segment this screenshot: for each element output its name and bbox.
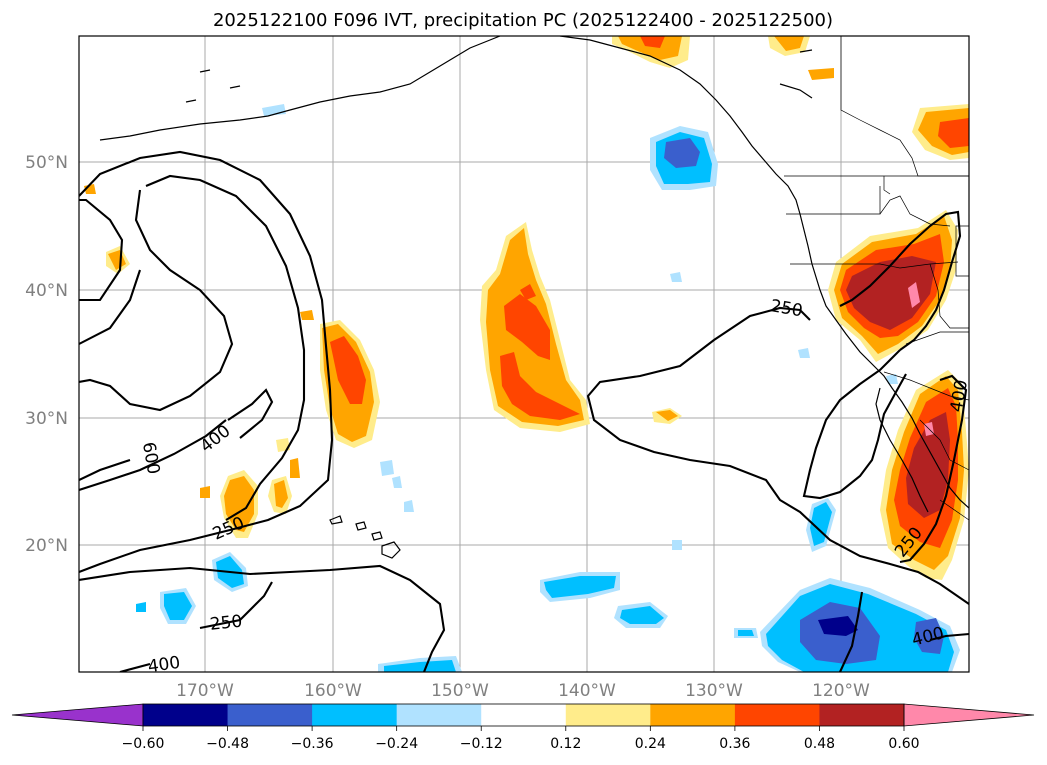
- lon-label-130w: 130°W: [685, 681, 743, 701]
- colorbar-bin: [396, 704, 482, 726]
- colorbar-tick-label: 0.48: [804, 736, 835, 752]
- lat-label-40n: 40°N: [25, 281, 68, 301]
- coastlines: [99, 36, 969, 559]
- ivt-label-250-southwest: 250: [209, 612, 243, 635]
- latitude-labels: 50°N 40°N 30°N 20°N: [25, 153, 68, 556]
- ivt-contours: [79, 150, 969, 672]
- colorbar-bin: [312, 704, 398, 726]
- colorbar-tick-label: 0.36: [719, 736, 750, 752]
- colorbar-tick-label: 0.12: [550, 736, 581, 752]
- colorbar-tick-label: −0.48: [206, 736, 249, 752]
- lon-label-170w: 170°W: [176, 681, 234, 701]
- precip-positive-california: [828, 210, 958, 362]
- colorbar-frame: [142, 703, 905, 727]
- lon-label-150w: 150°W: [431, 681, 489, 701]
- precip-negative-areas: [136, 104, 960, 672]
- lon-label-120w: 120°W: [812, 681, 870, 701]
- political-borders: [784, 36, 969, 521]
- precip-positive-west-pacific: [84, 184, 380, 538]
- lat-label-50n: 50°N: [25, 153, 68, 173]
- colorbar-tick-label: 0.60: [888, 736, 919, 752]
- colorbar-bin: [650, 704, 736, 726]
- ivt-label-400-southwest: 400: [147, 653, 182, 677]
- lon-label-160w: 160°W: [304, 681, 362, 701]
- figure-title: 2025122100 F096 IVT, precipitation PC (2…: [213, 10, 833, 31]
- colorbar-tick-label: −0.12: [460, 736, 503, 752]
- ivt-label-400-mexico: 400: [947, 378, 972, 413]
- lon-label-140w: 140°W: [558, 681, 616, 701]
- colorbar-bins: [143, 704, 905, 726]
- colorbar-tick-label: −0.24: [375, 736, 418, 752]
- map-frame: [78, 35, 970, 673]
- colorbar-under-arrow: [11, 703, 144, 727]
- map-panel: 600 400 250 250 400 250 250 400 400: [78, 35, 972, 677]
- colorbar: −0.60 −0.48 −0.36 −0.24 −0.12 0.12 0.24 0.36 0.4…: [11, 703, 1035, 752]
- colorbar-bin: [481, 704, 567, 726]
- lat-label-20n: 20°N: [25, 536, 68, 556]
- precip-positive-mid-pacific: [480, 222, 682, 432]
- precip-fields: [84, 36, 969, 672]
- colorbar-bin: [734, 704, 820, 726]
- colorbar-bin: [143, 704, 229, 726]
- precip-positive-gulf-alaska: [612, 36, 834, 80]
- colorbar-tick-label: 0.24: [635, 736, 666, 752]
- precip-positive-canada: [912, 104, 969, 160]
- colorbar-tick-label: −0.60: [122, 736, 165, 752]
- lat-label-30n: 30°N: [25, 409, 68, 429]
- colorbar-bin: [227, 704, 313, 726]
- colorbar-bin: [819, 704, 905, 726]
- colorbar-tick-label: −0.36: [291, 736, 334, 752]
- colorbar-ticks: −0.60 −0.48 −0.36 −0.24 −0.12 0.12 0.24 0.36 0.4…: [122, 726, 920, 752]
- colorbar-over-arrow: [903, 703, 1035, 727]
- colorbar-bin: [565, 704, 651, 726]
- longitude-labels: 170°W 160°W 150°W 140°W 130°W 120°W: [176, 681, 870, 701]
